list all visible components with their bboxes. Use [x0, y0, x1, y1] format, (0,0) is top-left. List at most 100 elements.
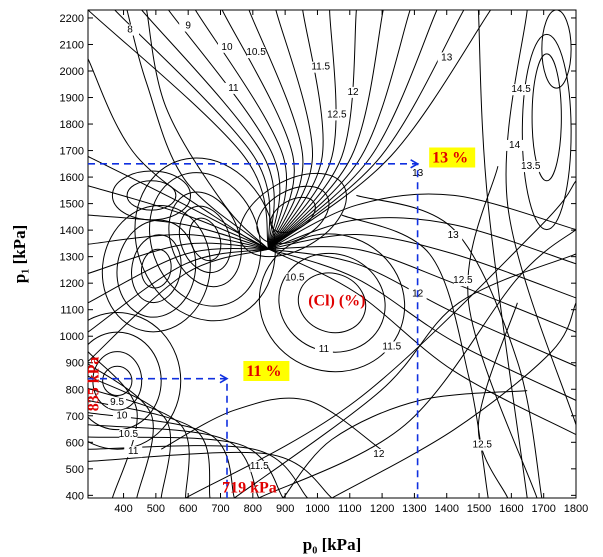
- contour-line: [92, 351, 143, 411]
- x-tick-label: 600: [179, 503, 197, 515]
- x-tick-label: 900: [276, 503, 294, 515]
- contour-label: 11.5: [311, 62, 330, 73]
- contour-line: [88, 233, 269, 250]
- contour-label-bg: [224, 82, 243, 94]
- contour-line: [168, 191, 242, 288]
- contour-label: 9: [185, 21, 191, 32]
- contour-line: [88, 363, 154, 498]
- contour-line: [268, 10, 465, 250]
- y-tick-label: 400: [66, 490, 84, 502]
- x-tick-label: 800: [244, 503, 262, 515]
- contour-line: [268, 248, 576, 401]
- annotation-label: 835 kPa: [85, 357, 102, 412]
- contour-line: [126, 10, 269, 250]
- contour-line: [134, 157, 276, 322]
- contour-label-bg: [369, 448, 388, 460]
- contour-line: [116, 219, 197, 318]
- contour-label-bg: [327, 109, 346, 121]
- contour-line: [238, 172, 347, 258]
- contour-line: [178, 205, 232, 274]
- contour-label: 10.5: [285, 273, 305, 284]
- contour-label: 10: [221, 42, 233, 53]
- x-tick-label: 400: [114, 503, 132, 515]
- contour-line: [141, 248, 172, 289]
- contour-line: [126, 180, 177, 211]
- contour-line: [256, 185, 330, 245]
- contour-line: [88, 10, 270, 250]
- contour-label-bg: [473, 439, 492, 451]
- plot-area: [87, 9, 577, 499]
- contour-label: 12: [373, 449, 385, 460]
- contour-label-bg: [108, 397, 127, 409]
- contour-line: [88, 375, 172, 498]
- x-tick-label: 700: [211, 503, 229, 515]
- annotation-highlight: [243, 361, 290, 381]
- contour-line: [194, 10, 288, 250]
- contour-line: [467, 166, 538, 498]
- contour-line: [282, 390, 528, 498]
- y-axis-title: p₁ [kPa]: [10, 225, 29, 283]
- y-tick-label: 1800: [60, 119, 84, 131]
- y-tick-label: 2100: [60, 39, 84, 51]
- contour-label-bg: [119, 429, 138, 440]
- y-tick-label: 2000: [60, 66, 84, 78]
- contour-line: [541, 10, 572, 89]
- y-tick-label: 500: [66, 464, 84, 476]
- contour-label: 12: [347, 87, 359, 98]
- contour-line: [268, 248, 576, 436]
- contour-label-bg: [382, 341, 401, 353]
- contour-line: [88, 248, 269, 362]
- annotation-highlight: [429, 147, 476, 168]
- x-axis-title: p₀ [kPa]: [303, 535, 361, 554]
- contour-label-bg: [179, 20, 198, 32]
- contour-line: [221, 10, 295, 250]
- contour-label-bg: [512, 84, 531, 96]
- contour-labels: 8 910 10.51111.51212.513131314.51413.512.5…: [108, 20, 541, 472]
- contour-line: [234, 253, 576, 498]
- contour-label: 12.5: [473, 440, 493, 451]
- contour-line: [258, 229, 576, 498]
- x-tick-label: 1100: [338, 503, 362, 515]
- contour-line: [88, 248, 269, 304]
- contour-line: [477, 10, 528, 498]
- contour-line: [88, 58, 269, 250]
- contour-label-bg: [247, 47, 266, 59]
- contour-line: [521, 33, 572, 231]
- contour-label: 13: [448, 230, 460, 241]
- contour-line: [131, 234, 182, 304]
- annotation-label: 11 %: [246, 363, 281, 380]
- contour-line: [268, 10, 314, 250]
- contour-line: [297, 272, 367, 334]
- contour-line: [88, 312, 182, 450]
- contour-label: 11: [228, 83, 239, 94]
- y-tick-label: 2200: [60, 13, 84, 25]
- guide-lines: [88, 159, 420, 498]
- annotation-label: 719 kPa: [222, 480, 277, 497]
- x-tick-label: 1300: [402, 503, 426, 515]
- contour-line: [505, 10, 576, 425]
- contour-label: 11: [319, 344, 330, 355]
- contour-line: [160, 397, 382, 450]
- contour-label: 11: [128, 446, 139, 457]
- contour-label-bg: [453, 275, 472, 287]
- contour-label-bg: [444, 230, 463, 242]
- contour-label-bg: [344, 86, 363, 98]
- y-tick-label: 1500: [60, 199, 84, 211]
- y-axis: 400 500 600 700 800 900 1000 1100 1200 1300 1400 15…: [60, 13, 576, 502]
- x-tick-label: 1600: [499, 503, 523, 515]
- y-tick-label: 1600: [60, 172, 84, 184]
- contour-label-bg: [124, 446, 143, 458]
- contour-label: 13.5: [521, 161, 541, 172]
- x-tick-label: 1800: [564, 503, 588, 515]
- contour-line: [268, 10, 337, 250]
- variable-label: (Cl) (%): [308, 293, 365, 310]
- y-tick-label: 1200: [60, 278, 84, 290]
- y-tick-label: 800: [66, 384, 84, 396]
- contour-label: 12.5: [327, 109, 347, 120]
- contour-line: [88, 424, 260, 498]
- contour-label: 11.5: [382, 341, 401, 352]
- contour-label: 14: [509, 140, 521, 151]
- contour-lines: [88, 10, 576, 498]
- y-tick-label: 1400: [60, 225, 84, 237]
